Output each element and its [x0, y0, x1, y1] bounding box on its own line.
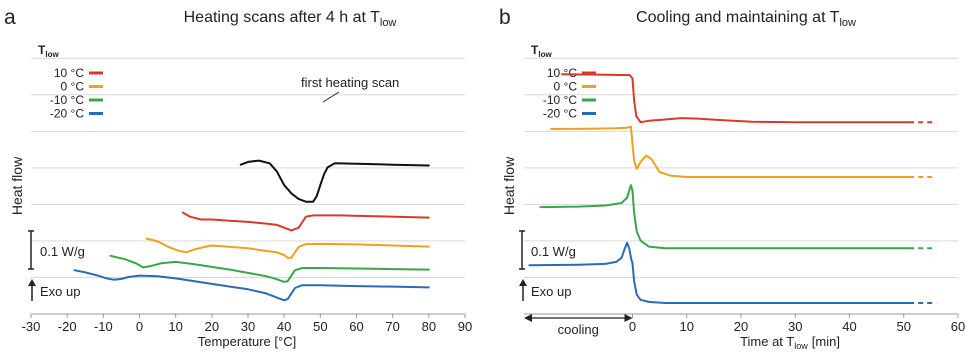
panel-a-legend-label: -20 °C — [50, 107, 84, 121]
panel-a-legend: Tlow 10 °C0 °C-10 °C-20 °C — [38, 43, 103, 121]
panel-a-legend-title-main: T — [38, 43, 46, 57]
panel-b-legend: Tlow 10 °C0 °C-10 °C-20 °C — [531, 43, 596, 121]
panel-a-title: Heating scans after 4 h at Tlow — [184, 9, 397, 29]
panel-b: b Cooling and maintaining at Tlow 0 10 20 3… — [499, 6, 965, 351]
panel-a-series-line-10c — [181, 211, 430, 232]
panel-a-legend-label: 0 °C — [61, 80, 85, 94]
panel-b-x-axis-label-unit: [min] — [812, 334, 840, 349]
panel-b-letter: b — [499, 6, 511, 29]
panel-b-x-axis-label-main: Time at T — [740, 334, 794, 349]
panel-b-title: Cooling and maintaining at Tlow — [636, 9, 856, 29]
panel-a-exo-label: Exo up — [40, 284, 80, 299]
panel-b-cooling-marker: cooling — [524, 314, 633, 337]
panel-b-legend-label: -10 °C — [543, 93, 577, 107]
panel-b-x-tick-label: 0 — [629, 319, 636, 334]
panel-a-x-tick-label: 70 — [385, 319, 399, 334]
panel-a-x-tick-label: 0 — [136, 319, 143, 334]
panel-a-legend-title: Tlow — [38, 43, 59, 59]
panel-b-title-sub: low — [839, 17, 856, 29]
panel-a-series-line-minus10c — [109, 254, 430, 283]
panel-a-x-tick-label: -30 — [22, 319, 41, 334]
panel-b-x-axis-label-sub: low — [794, 341, 808, 351]
panel-b-legend-title-main: T — [531, 43, 539, 57]
panel-a-legend-title-sub: low — [45, 50, 59, 59]
panel-b-grid — [524, 57, 958, 278]
panel-b-x-tick-label: 40 — [842, 319, 856, 334]
panel-b-scale-bar: 0.1 W/g — [519, 230, 576, 270]
panel-a-x-tick-label: 20 — [205, 319, 219, 334]
panel-b-legend-label: 0 °C — [554, 80, 578, 94]
panel-b-y-axis-label: Heat flow — [501, 156, 517, 215]
panel-b-x-tick-label: 60 — [951, 319, 965, 334]
panel-b-cooling-arrowhead-left — [524, 314, 532, 322]
panel-b-series-line-0c — [550, 125, 911, 178]
panel-b-legend-title: Tlow — [531, 43, 552, 59]
panel-b-series-line-10c — [561, 73, 911, 124]
panel-a-x-tick-label: 30 — [241, 319, 255, 334]
panel-a-x-tick-label: -10 — [94, 319, 113, 334]
panel-a-annotation-leader — [322, 91, 340, 103]
panel-a-x-tick-label: 90 — [458, 319, 472, 334]
panel-a-scale-bar-label: 0.1 W/g — [40, 244, 85, 259]
panel-b-x-ticks: 0 10 20 30 40 50 60 — [629, 314, 965, 334]
panel-a-title-main: Heating scans after 4 h at T — [184, 9, 380, 26]
panel-a-annotation: first heating scan — [301, 75, 399, 90]
panel-a-title-sub: low — [380, 17, 397, 29]
panel-b-series-line-minus10c — [539, 184, 911, 250]
panel-a-x-ticks: -30 -20 -10 0 10 20 30 40 50 60 70 80 90 — [22, 314, 472, 334]
panel-b-x-tick-label: 20 — [734, 319, 748, 334]
panel-a-series-line-0c — [145, 237, 430, 259]
panel-a-exo-arrowhead — [28, 279, 36, 286]
panel-a-series-line-minus20c — [73, 269, 430, 302]
panel-b-scale-bar-label: 0.1 W/g — [531, 244, 576, 259]
panel-b-x-tick-label: 10 — [680, 319, 694, 334]
panel-a-x-tick-label: 50 — [313, 319, 327, 334]
panel-b-x-tick-label: 50 — [897, 319, 911, 334]
panel-b-exo-marker: Exo up — [519, 279, 571, 301]
panel-a-series — [73, 159, 430, 302]
panel-b-exo-label: Exo up — [531, 284, 571, 299]
panel-a-x-tick-label: 40 — [277, 319, 291, 334]
panel-a-legend-label: -10 °C — [50, 93, 84, 107]
panel-a-series-line-firstheatingscan — [239, 159, 430, 203]
panel-a-legend-label: 10 °C — [54, 66, 84, 80]
panel-a-grid — [31, 57, 465, 278]
panel-b-series-line-minus20c — [528, 241, 911, 304]
panel-a: a Heating scans after 4 h at Tlow -30 -20… — [4, 6, 472, 349]
panel-a-exo-marker: Exo up — [28, 279, 80, 301]
panel-a-letter: a — [4, 6, 16, 29]
panel-a-scale-bar: 0.1 W/g — [28, 230, 85, 270]
panel-b-cooling-arrowhead-right — [624, 314, 633, 322]
panel-b-x-tick-label: 30 — [788, 319, 802, 334]
panel-b-series — [528, 73, 937, 305]
panel-b-legend-label: 10 °C — [547, 66, 577, 80]
panel-b-legend-label: -20 °C — [543, 107, 577, 121]
panel-a-x-tick-label: 60 — [349, 319, 363, 334]
panel-b-x-axis-label: Time at Tlow [min] — [740, 334, 840, 351]
panel-a-x-tick-label: -20 — [58, 319, 77, 334]
panel-b-exo-arrowhead — [519, 279, 527, 286]
panel-a-y-axis-label: Heat flow — [9, 156, 25, 215]
panel-a-x-tick-label: 10 — [168, 319, 182, 334]
panel-b-legend-title-sub: low — [538, 50, 552, 59]
panel-a-x-tick-label: 80 — [422, 319, 436, 334]
panel-a-x-axis-label: Temperature [°C] — [198, 334, 296, 349]
panel-b-title-main: Cooling and maintaining at T — [636, 9, 840, 26]
panel-b-cooling-label: cooling — [558, 322, 599, 337]
